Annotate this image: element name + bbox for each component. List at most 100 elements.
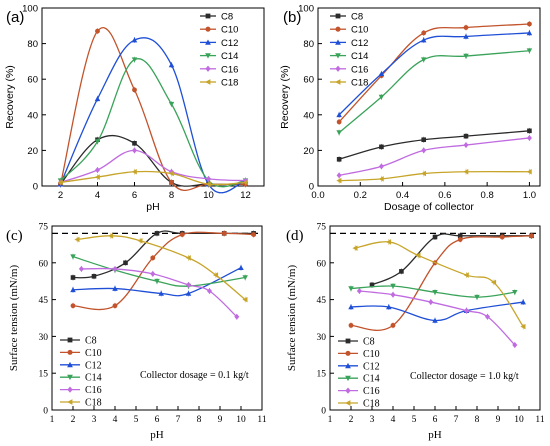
data-point: [131, 147, 138, 154]
data-point: [251, 232, 257, 238]
y-tick-label: 0: [309, 182, 314, 193]
legend-label: C16: [351, 64, 368, 75]
data-point: [168, 62, 175, 68]
data-point: [185, 281, 192, 288]
series-line: [59, 37, 246, 194]
series-c16: [78, 265, 240, 320]
legend-label: C10: [363, 349, 380, 360]
data-point: [91, 273, 97, 279]
y-axis-label: Recovery (%): [279, 65, 291, 129]
data-point: [463, 307, 470, 314]
series-line: [60, 149, 246, 184]
data-point: [529, 233, 535, 239]
x-tick-label: 5: [134, 415, 139, 425]
series-line: [371, 233, 532, 286]
y-tick-label: 60: [27, 75, 38, 86]
data-point: [421, 147, 427, 154]
x-tick-label: 10: [514, 415, 524, 425]
data-point: [221, 230, 227, 236]
legend-marker: [205, 53, 211, 59]
data-point: [123, 260, 128, 266]
series-c16: [356, 288, 518, 348]
series-c10: [70, 230, 257, 311]
data-point: [526, 134, 532, 141]
data-point: [474, 294, 480, 300]
series-line: [350, 301, 524, 322]
data-point: [94, 139, 101, 145]
series-c18: [74, 232, 248, 303]
y-tick-label: 15: [39, 370, 49, 380]
legend-marker: [335, 79, 341, 85]
legend-label: C18: [85, 398, 102, 409]
series-line: [77, 235, 246, 301]
legend-label: C18: [221, 78, 238, 89]
data-point: [336, 172, 342, 179]
series-line: [72, 231, 254, 311]
dosage-annotation: Collector dosage = 0.1 kg/t: [140, 370, 249, 381]
series-line: [355, 241, 524, 327]
legend-marker: [205, 13, 211, 19]
data-point: [428, 299, 434, 306]
legend-label: C16: [85, 385, 102, 396]
data-point: [378, 94, 385, 100]
data-point: [463, 25, 469, 30]
legend-label: C14: [221, 51, 238, 62]
data-point: [463, 169, 469, 175]
panel-label: (c): [6, 228, 23, 244]
series-line: [72, 256, 246, 287]
chart-panel: (a) 2 4 6 8 10 12 0 20 40 60 80 100 pH Recovery (%) C8 C…: [4, 4, 265, 213]
y-axis-label: Surface tension (mN/m): [286, 265, 298, 372]
x-tick-label: 8: [169, 190, 174, 201]
legend-label: C8: [351, 12, 363, 23]
series-c10: [336, 21, 532, 125]
data-point: [512, 341, 518, 348]
x-tick-label: 2: [349, 415, 354, 425]
y-tick-label: 45: [39, 296, 49, 306]
x-tick-label: 5: [412, 415, 417, 425]
series-line: [60, 170, 246, 186]
data-point: [390, 283, 396, 289]
data-point: [432, 317, 438, 323]
data-point: [463, 133, 469, 139]
x-tick-label: 4: [113, 415, 118, 425]
series-c14: [348, 283, 518, 301]
data-point: [457, 233, 463, 239]
legend-label: C16: [221, 64, 238, 75]
data-point: [94, 166, 101, 173]
data-point: [132, 87, 137, 93]
legend-marker: [345, 375, 351, 382]
y-tick-label: 15: [317, 370, 327, 380]
data-point: [78, 265, 84, 272]
data-point: [108, 233, 114, 239]
legend-label: C10: [351, 25, 368, 36]
legend-marker: [67, 349, 73, 355]
series-c16: [336, 134, 532, 179]
legend-marker: [335, 53, 341, 59]
data-point: [463, 53, 469, 59]
x-tick-label: 10: [203, 190, 214, 201]
data-point: [112, 303, 118, 309]
data-point: [526, 169, 532, 175]
x-tick-label: 10: [236, 415, 246, 425]
data-point: [378, 163, 384, 170]
data-point: [242, 179, 248, 186]
data-point: [420, 37, 427, 43]
legend-marker: [345, 350, 351, 356]
legend-marker: [335, 65, 341, 72]
legend-marker: [205, 65, 211, 72]
legend-marker: [345, 387, 351, 394]
data-point: [234, 313, 240, 320]
data-point: [379, 144, 384, 150]
y-tick-label: 80: [27, 39, 38, 50]
legend-label: C14: [351, 51, 368, 62]
y-tick-label: 0: [33, 182, 38, 193]
data-point: [463, 33, 469, 39]
legend-marker: [335, 13, 341, 19]
x-tick-label: 8: [197, 415, 202, 425]
data-point: [205, 175, 212, 182]
data-point: [348, 286, 354, 292]
y-tick-label: 0: [321, 407, 326, 417]
x-tick-label: 3: [370, 415, 375, 425]
data-point: [526, 48, 533, 54]
panel-label: (d): [286, 228, 304, 244]
